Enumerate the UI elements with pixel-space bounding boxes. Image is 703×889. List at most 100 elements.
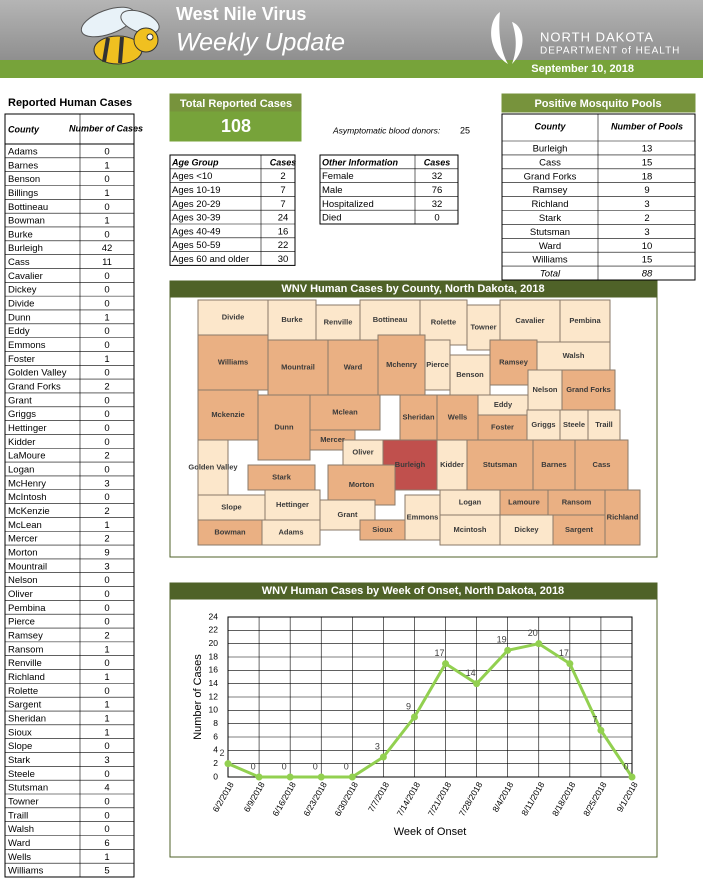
county-name: Grand Forks xyxy=(8,382,61,393)
header-stripe xyxy=(0,60,703,78)
column-header: County xyxy=(8,124,40,134)
asymptomatic-value: 25 xyxy=(460,125,470,135)
row-value: 2 xyxy=(280,171,285,182)
data-label: 0 xyxy=(313,761,318,771)
county-label: Sioux xyxy=(372,525,393,534)
point xyxy=(255,773,263,781)
county-label: Morton xyxy=(349,480,375,489)
county-label: Rolette xyxy=(431,317,456,326)
county-cases: 0 xyxy=(104,146,109,157)
county-shape xyxy=(587,409,621,441)
county-name: Sioux xyxy=(8,727,32,738)
county-label: Slope xyxy=(221,502,241,511)
county-label: Foster xyxy=(491,422,514,431)
county-label: Cavalier xyxy=(515,316,544,325)
county-shape xyxy=(327,464,396,506)
county-cases: 0 xyxy=(104,589,109,600)
row-value: 7 xyxy=(280,185,285,196)
row-label: Ages <10 xyxy=(172,171,212,182)
row-value: 2 xyxy=(644,213,649,224)
county-label: Benson xyxy=(456,370,484,379)
county-label: Barnes xyxy=(541,460,566,469)
point xyxy=(348,773,356,781)
row-label: Male xyxy=(322,185,343,196)
county-cases: 1 xyxy=(104,672,109,683)
row-value: 76 xyxy=(432,185,443,196)
county-label: Williams xyxy=(218,357,248,366)
county-name: Morton xyxy=(8,548,38,559)
column-header: Age Group xyxy=(171,157,219,167)
county-name: Steele xyxy=(8,769,35,780)
y-tick-label: 12 xyxy=(209,691,219,701)
county-label: Kidder xyxy=(440,460,464,469)
county-shape xyxy=(419,299,468,346)
county-name: Dunn xyxy=(8,312,31,323)
county-cases: 3 xyxy=(104,755,109,766)
county-label: Eddy xyxy=(494,400,513,409)
org-line2: DEPARTMENT of HEALTH xyxy=(540,46,680,57)
county-cases: 1 xyxy=(104,852,109,863)
logo xyxy=(491,12,523,64)
row-label: Stutsman xyxy=(530,227,570,238)
row-label: Ages 20-29 xyxy=(172,199,221,210)
county-cases: 1 xyxy=(104,727,109,738)
county-name: Nelson xyxy=(8,575,38,586)
y-tick-label: 14 xyxy=(209,678,219,688)
county-name: McKenzie xyxy=(8,506,50,517)
row-label: Richland xyxy=(532,199,569,210)
county-label: Mountrail xyxy=(281,362,315,371)
county-name: Stark xyxy=(8,755,30,766)
county-cases: 0 xyxy=(104,326,109,337)
county-label: Walsh xyxy=(563,351,585,360)
county-shape xyxy=(499,514,554,546)
data-label: 14 xyxy=(466,668,476,678)
county-cases: 0 xyxy=(104,368,109,379)
county-label: Dunn xyxy=(274,422,294,431)
x-axis-label: Week of Onset xyxy=(394,826,467,838)
county-name: Burke xyxy=(8,229,33,240)
map-title: WNV Human Cases by County, North Dakota,… xyxy=(281,283,544,295)
county-cases: 0 xyxy=(104,617,109,628)
row-value: 7 xyxy=(280,199,285,210)
data-label: 0 xyxy=(282,761,287,771)
row-value: 18 xyxy=(642,171,653,182)
data-label: 2 xyxy=(219,748,224,758)
row-label: Grand Forks xyxy=(524,171,577,182)
county-name: Richland xyxy=(8,672,45,683)
county-cases: 3 xyxy=(104,478,109,489)
county-label: Cass xyxy=(593,460,611,469)
county-name: Traill xyxy=(8,810,28,821)
county-shape xyxy=(499,489,549,516)
county-name: Stutsman xyxy=(8,783,48,794)
county-label: Traill xyxy=(595,420,613,429)
county-name: Towner xyxy=(8,796,39,807)
asymptomatic-label: Asymptomatic blood donors: xyxy=(332,125,441,135)
county-shape xyxy=(547,489,606,516)
point xyxy=(286,773,294,781)
county-shape xyxy=(559,409,589,441)
county-cases: 0 xyxy=(104,769,109,780)
mosquito-title: Positive Mosquito Pools xyxy=(534,98,661,110)
county-cases: 0 xyxy=(104,271,109,282)
row-value: 30 xyxy=(278,254,289,265)
plot-frame xyxy=(227,616,633,778)
row-label: Burleigh xyxy=(533,143,568,154)
county-label: Steele xyxy=(563,420,585,429)
county-label: Ramsey xyxy=(499,357,529,366)
county-label: Sheridan xyxy=(402,412,435,421)
county-label: Stark xyxy=(272,472,292,481)
county-shape xyxy=(436,439,468,491)
county-label: Mcintosh xyxy=(454,525,487,534)
row-label: Hospitalized xyxy=(322,199,374,210)
county-cases: 0 xyxy=(104,409,109,420)
county-label: Bottineau xyxy=(373,315,408,324)
row-value: 88 xyxy=(642,269,653,280)
table-frame xyxy=(501,113,696,281)
row-label: Ages 10-19 xyxy=(172,185,221,196)
county-shape xyxy=(342,439,384,466)
county-name: Slope xyxy=(8,741,32,752)
county-cases: 2 xyxy=(104,506,109,517)
county-shape xyxy=(561,369,616,411)
map-title-bar xyxy=(169,280,658,298)
county-shape xyxy=(267,299,317,341)
